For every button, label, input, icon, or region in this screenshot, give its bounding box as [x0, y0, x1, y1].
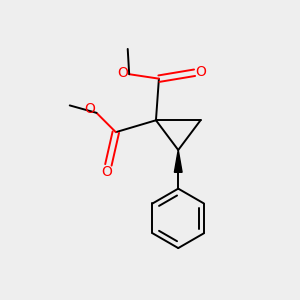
Text: O: O — [85, 102, 95, 116]
Text: O: O — [196, 65, 207, 79]
Polygon shape — [174, 150, 182, 172]
Text: O: O — [117, 66, 128, 80]
Text: O: O — [101, 165, 112, 179]
